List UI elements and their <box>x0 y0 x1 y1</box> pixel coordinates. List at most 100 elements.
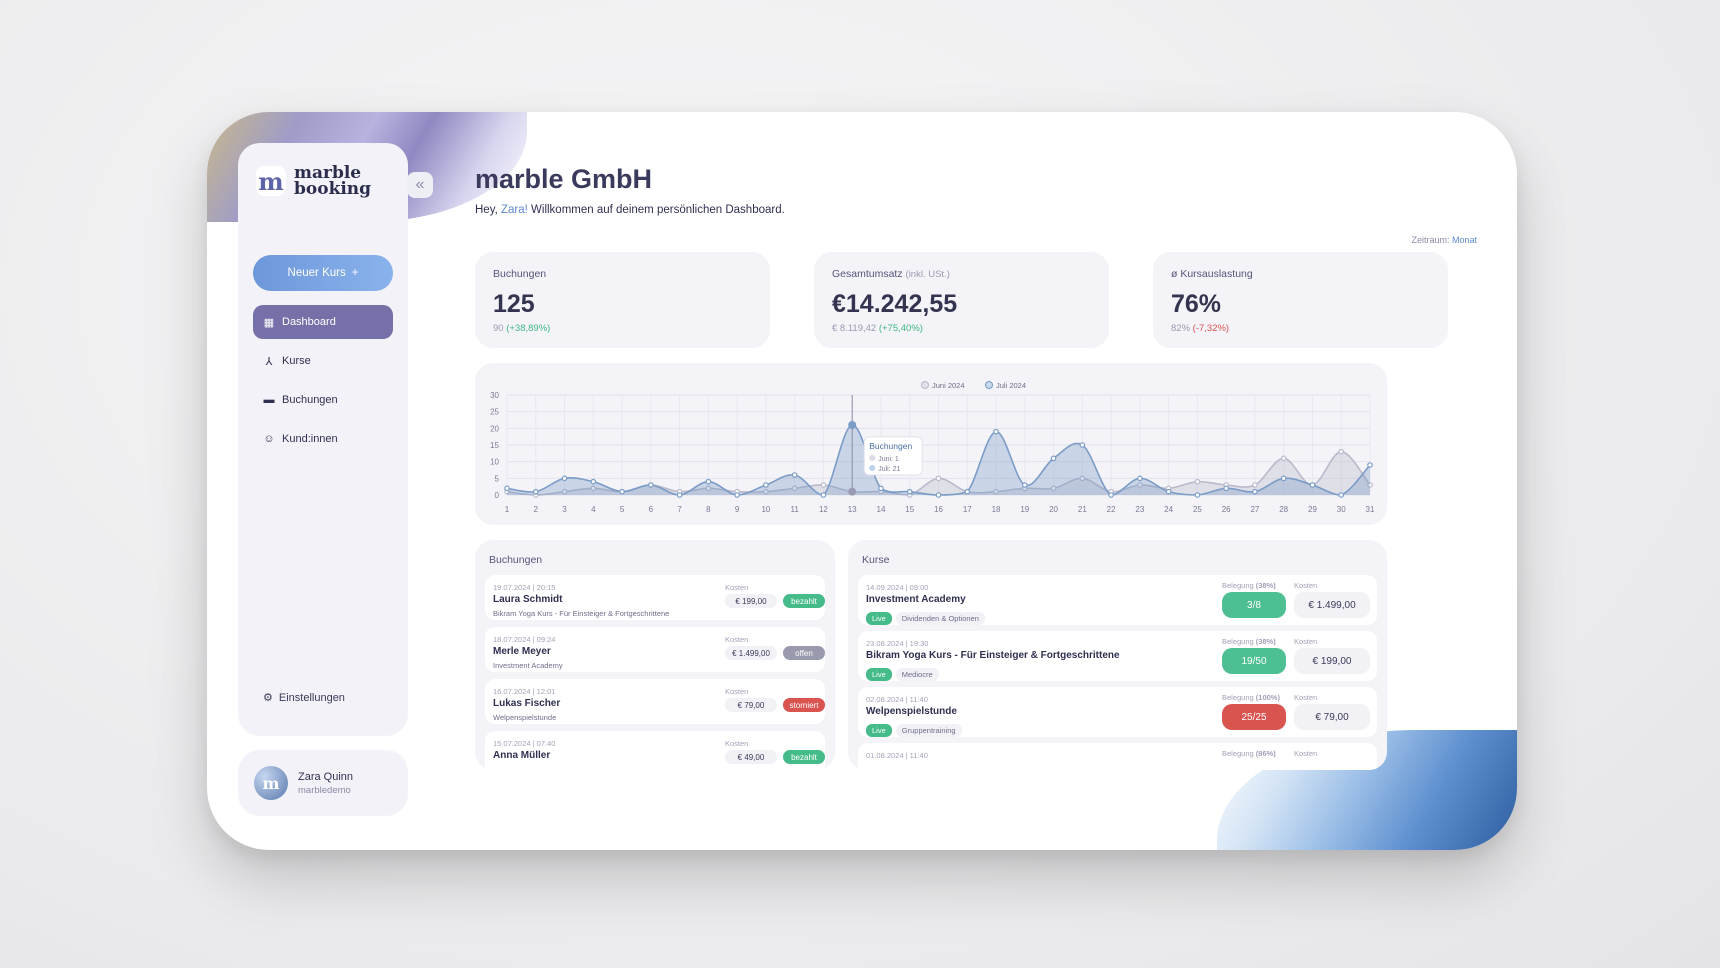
cost-label: Kosten <box>725 635 749 644</box>
x-tick-label: 11 <box>791 505 800 514</box>
booking-row[interactable]: 19.07.2024 | 20:15 Laura Schmidt Bikram … <box>485 575 825 620</box>
booking-customer: Lukas Fischer <box>493 698 561 709</box>
user-handle: marbledemo <box>298 784 351 796</box>
sidebar-item-kurse[interactable]: ⅄ Kurse <box>253 344 393 378</box>
status-badge: bezahlt <box>783 594 825 608</box>
x-tick-label: 13 <box>848 505 857 514</box>
data-point <box>1252 482 1258 488</box>
course-date: 02.08.2024 | 11:40 <box>866 695 928 704</box>
legend-label: Juni 2024 <box>932 381 965 390</box>
x-tick-label: 9 <box>735 505 740 514</box>
data-point <box>763 488 769 495</box>
course-row[interactable]: 01.08.2024 | 11:40 Belegung (86%) Kosten <box>858 743 1377 770</box>
cost-label: Kosten <box>725 687 749 696</box>
sidebar-nav: ▦ Dashboard ⅄ Kurse ▬ Buchungen ☺ Kund:inne… <box>253 305 393 461</box>
data-point <box>1137 482 1143 488</box>
data-point <box>1367 482 1373 488</box>
booking-course: Welpenspielstunde <box>493 713 557 722</box>
tooltip-swatch <box>869 465 876 471</box>
user-name: Zara Quinn <box>298 770 354 783</box>
data-point <box>1338 492 1345 498</box>
user-card[interactable]: m Zara Quinn marbledemo <box>238 750 408 816</box>
x-tick-label: 20 <box>1049 505 1058 514</box>
data-point <box>1079 475 1086 482</box>
x-tick-label: 15 <box>905 505 914 514</box>
sidebar-item-dashboard[interactable]: ▦ Dashboard <box>253 305 393 339</box>
x-tick-label: 18 <box>992 505 1001 514</box>
booking-row[interactable]: 15.07.2024 | 07:40 Anna Müller Kosten € … <box>485 731 825 770</box>
booking-price: € 49,00 <box>725 750 777 764</box>
data-point <box>1194 478 1201 485</box>
data-point <box>676 492 683 498</box>
booking-course: Bikram Yoga Kurs - Für Einsteiger & Fort… <box>493 609 670 618</box>
booking-course: Investment Academy <box>493 661 563 670</box>
data-point <box>935 492 942 498</box>
course-date: 14.09.2024 | 09:00 <box>866 583 929 592</box>
data-point <box>1137 475 1143 482</box>
legend-label: Juli 2024 <box>996 381 1026 390</box>
collapse-sidebar-button[interactable]: « <box>407 172 433 198</box>
booking-customer: Merle Meyer <box>493 646 551 657</box>
legend-swatch <box>921 381 929 389</box>
x-tick-label: 7 <box>677 505 682 514</box>
data-point <box>993 428 999 435</box>
tooltip-swatch <box>869 455 876 461</box>
x-tick-label: 29 <box>1308 505 1317 514</box>
sidebar-item-kundinnen[interactable]: ☺ Kund:innen <box>253 422 393 456</box>
data-point <box>619 488 625 495</box>
data-point <box>1079 442 1086 448</box>
x-tick-label: 16 <box>934 505 943 514</box>
period-selector[interactable]: Zeitraum: Monat <box>1411 235 1477 245</box>
data-point <box>1252 488 1258 495</box>
category-tag: Dividenden & Optionen <box>895 612 985 625</box>
device-frame: m marble booking Neuer Kurs + ▦ Dashboar… <box>207 112 1517 850</box>
x-tick-label: 1 <box>505 505 510 514</box>
data-point <box>791 485 798 492</box>
data-point <box>791 472 798 478</box>
sidebar-item-buchungen[interactable]: ▬ Buchungen <box>253 383 393 417</box>
x-tick-label: 4 <box>591 505 596 514</box>
live-tag: Live <box>866 724 892 737</box>
tooltip-line: Juni: 1 <box>878 456 899 463</box>
series-area <box>507 424 1370 495</box>
booking-row[interactable]: 16.07.2024 | 12:01 Lukas Fischer Welpens… <box>485 679 825 724</box>
data-point <box>1223 485 1229 492</box>
course-row[interactable]: 23.08.2024 | 19:30 Bikram Yoga Kurs - Fü… <box>858 631 1377 681</box>
settings-link[interactable]: ⚙ Einstellungen <box>263 691 345 705</box>
x-tick-label: 3 <box>562 505 567 514</box>
course-name: Bikram Yoga Kurs - Für Einsteiger & Fort… <box>866 650 1120 661</box>
plus-icon: + <box>351 267 359 279</box>
data-point <box>532 488 539 495</box>
x-tick-label: 22 <box>1107 505 1116 514</box>
kpi-card-utilization: ø Kursauslastung 76% 82% (-7,32%) <box>1153 252 1448 348</box>
booking-price: € 1.499,00 <box>725 646 777 660</box>
occupancy-badge: 25/25 <box>1222 704 1286 730</box>
sidebar-item-label: Buchungen <box>282 394 338 406</box>
course-row[interactable]: 14.09.2024 | 09:00 Investment Academy Li… <box>858 575 1377 625</box>
x-tick-label: 6 <box>649 505 654 514</box>
app-logo[interactable]: m marble booking <box>256 165 371 198</box>
data-point <box>1050 455 1057 462</box>
user-firstname: Zara! <box>501 204 528 216</box>
course-row[interactable]: 02.08.2024 | 11:40 Welpenspielstunde Liv… <box>858 687 1377 737</box>
hover-point <box>848 421 857 429</box>
status-badge: storniert <box>783 698 825 712</box>
tooltip-line: Juli: 21 <box>878 466 900 473</box>
data-point <box>648 482 654 488</box>
sidebar-item-label: Dashboard <box>282 316 336 328</box>
booking-price: € 199,00 <box>725 594 777 608</box>
live-tag: Live <box>866 668 892 681</box>
booking-date: 18.07.2024 | 09:24 <box>493 635 556 644</box>
new-course-button[interactable]: Neuer Kurs + <box>253 255 393 291</box>
booking-row[interactable]: 18.07.2024 | 09:24 Merle Meyer Investmen… <box>485 627 825 672</box>
data-point <box>820 492 827 498</box>
booking-date: 19.07.2024 | 20:15 <box>493 583 556 592</box>
occupancy-percent: (38%) <box>1255 637 1276 646</box>
legend-swatch <box>985 381 993 389</box>
kpi-value: 76% <box>1171 290 1222 318</box>
kpi-value: 125 <box>493 290 535 318</box>
x-tick-label: 28 <box>1279 505 1288 514</box>
x-tick-label: 17 <box>963 505 972 514</box>
data-point <box>1021 482 1028 488</box>
